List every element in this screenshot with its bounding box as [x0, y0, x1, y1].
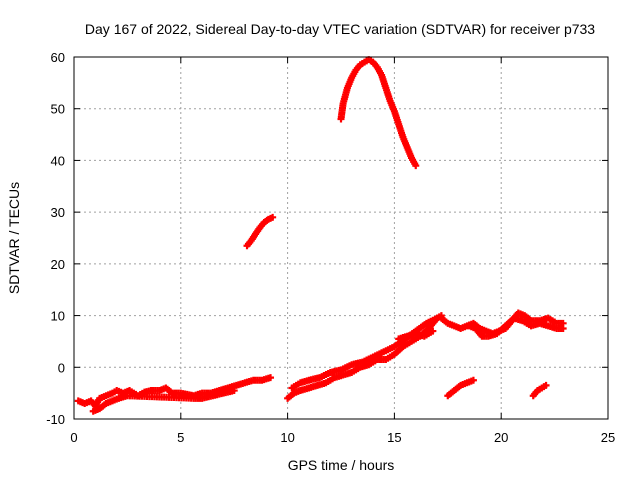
data-point-marker	[269, 213, 277, 221]
axis-ticks: 0 5 10 15 20 25 -10 0 10 20 30 40 50 60	[46, 50, 615, 445]
data-series	[395, 327, 437, 343]
y-tick-label: 10	[51, 309, 65, 324]
data-series	[89, 387, 238, 415]
data-point-marker	[267, 374, 275, 382]
y-tick-label: 20	[51, 257, 65, 272]
data-series	[337, 56, 420, 170]
y-tick-label: 30	[51, 205, 65, 220]
x-tick-label: 5	[177, 430, 184, 445]
y-tick-label: 60	[51, 50, 65, 65]
x-tick-label: 0	[70, 430, 77, 445]
y-axis-label: SDTVAR / TECUs	[6, 182, 22, 294]
x-tick-label: 10	[280, 430, 294, 445]
y-tick-label: 50	[51, 102, 65, 117]
data-point-marker	[230, 387, 238, 395]
y-tick-label: 0	[58, 360, 65, 375]
data-series	[465, 314, 567, 340]
y-tick-label: -10	[46, 412, 65, 427]
data-series	[288, 314, 441, 392]
x-axis-label: GPS time / hours	[288, 457, 395, 473]
data-point-marker	[469, 376, 477, 384]
y-tick-label: 40	[51, 153, 65, 168]
x-tick-label: 15	[387, 430, 401, 445]
data-point-marker	[559, 325, 567, 332]
data-series	[529, 381, 550, 400]
data-points	[74, 56, 567, 415]
data-point-marker	[412, 162, 420, 170]
x-tick-label: 25	[601, 430, 615, 445]
chart-title: Day 167 of 2022, Sidereal Day-to-day VTE…	[85, 21, 595, 37]
data-point-marker	[429, 327, 437, 335]
data-series	[243, 213, 277, 250]
data-point-marker	[542, 381, 550, 389]
x-tick-label: 20	[494, 430, 508, 445]
data-series	[444, 376, 477, 400]
data-series	[437, 309, 567, 338]
plot-frame	[73, 56, 609, 420]
